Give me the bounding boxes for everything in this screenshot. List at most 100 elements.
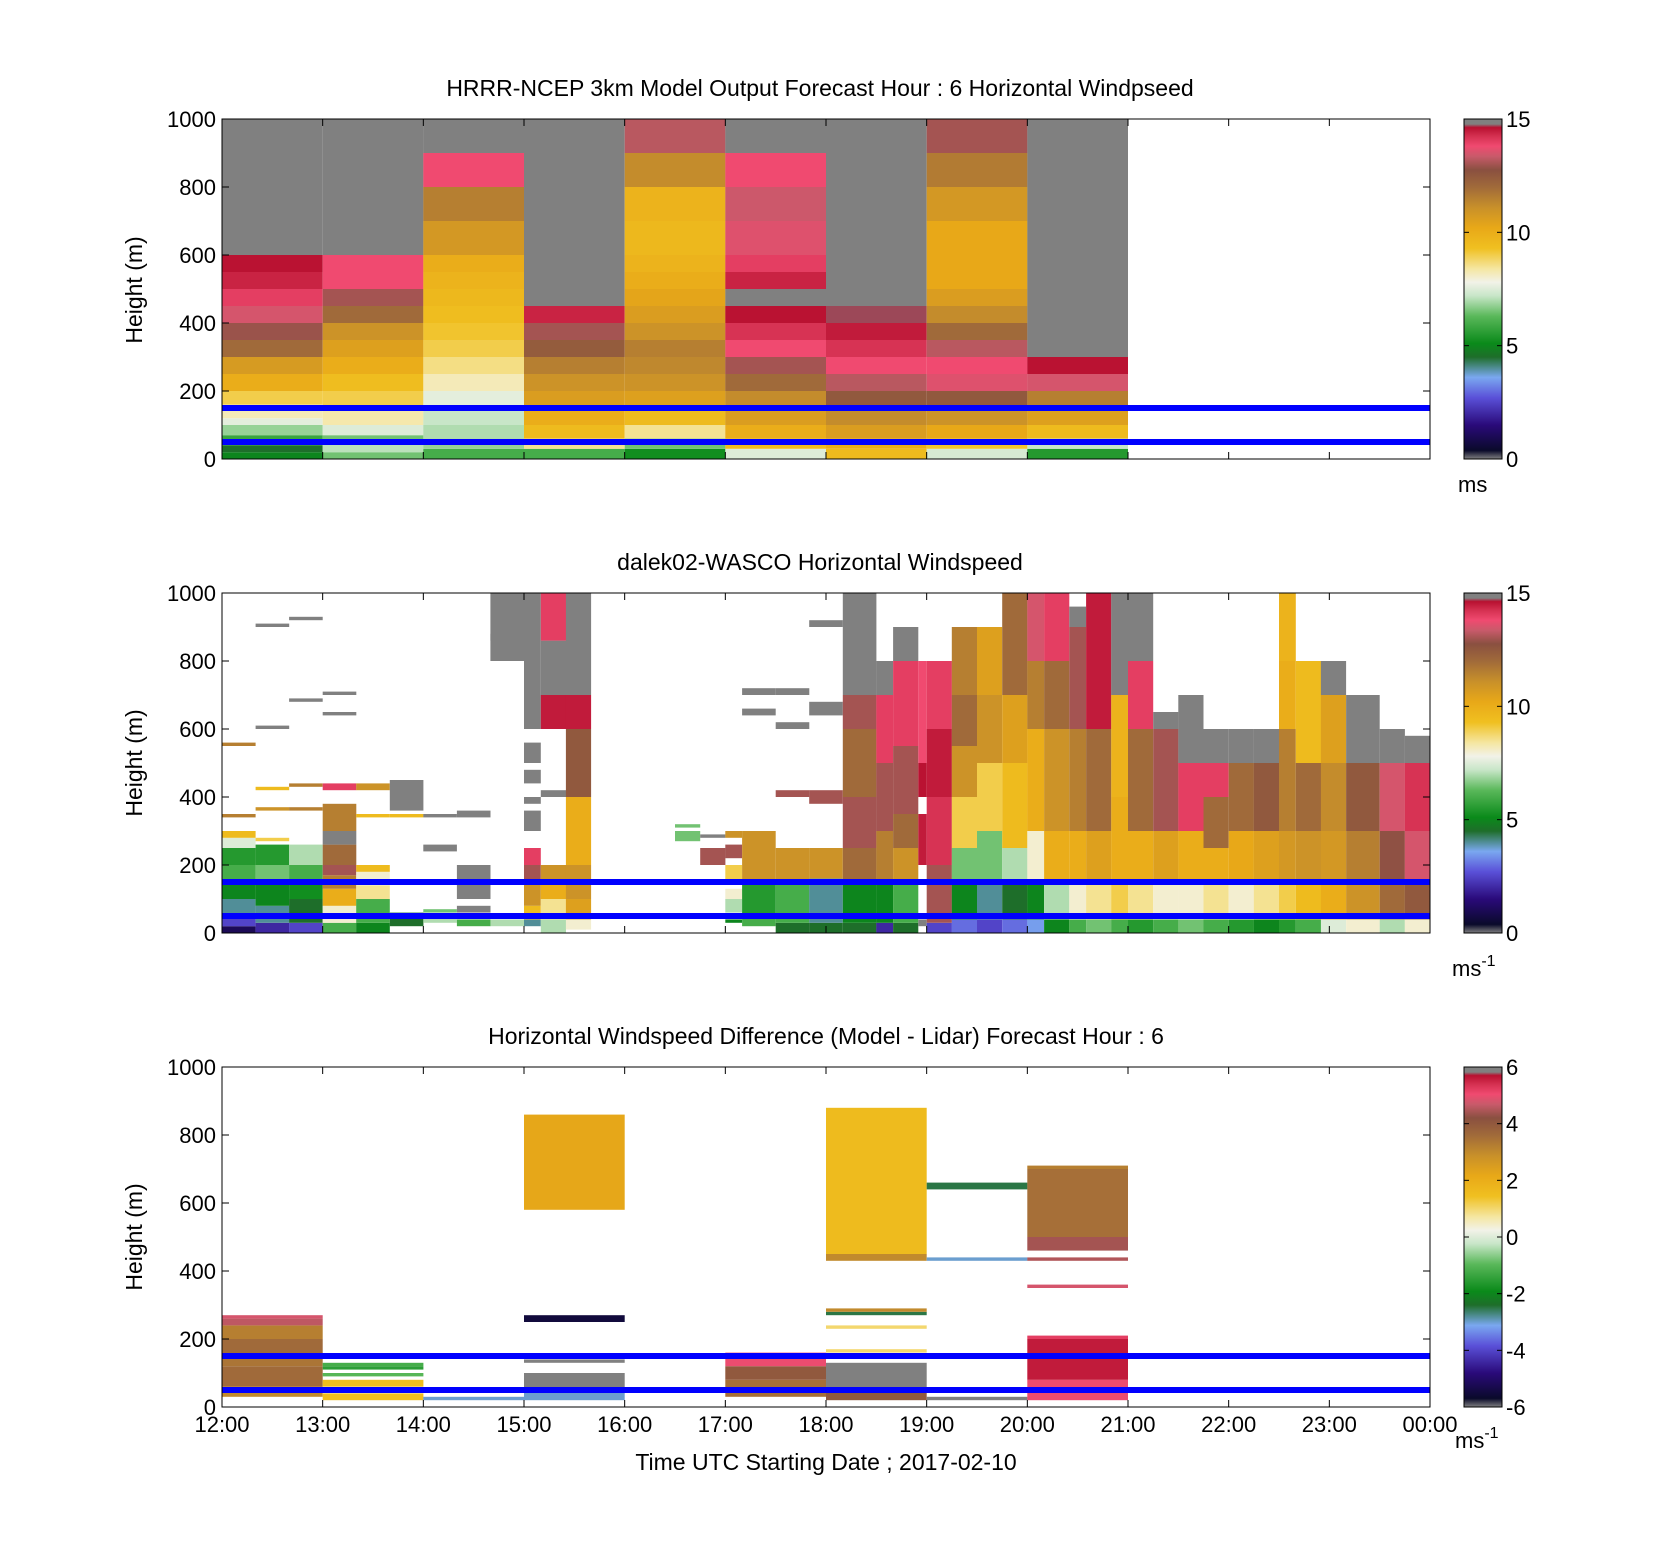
heatmap-cell [255,623,290,627]
heatmap-cell [1044,729,1070,831]
heatmap-cell [725,899,743,913]
panel-difference-colorbar-unit: ms-1 [1455,1425,1499,1453]
heatmap-cell [423,448,524,459]
heatmap-cell [322,783,357,791]
heatmap-cell [289,844,323,865]
heatmap-cell [826,306,927,323]
heatmap-cell [222,119,323,221]
colorbar-gradient [1463,592,1503,934]
heatmap-cell [1086,919,1112,933]
heatmap-cell [322,119,424,221]
panel-lidar-colorbar: 0 5 10 15 [1463,581,1530,946]
heatmap-cell [289,616,323,621]
heatmap-cell [742,848,776,882]
x-tick-label: 17:00 [698,1412,753,1437]
heatmap-cell [322,221,424,255]
y-tick-label: 800 [179,175,216,200]
heatmap-cell [918,661,927,763]
heatmap-cell [423,844,457,852]
heatmap-cell [356,922,390,933]
heatmap-cell [926,221,1028,255]
heatmap-cell [222,814,256,818]
heatmap-cell [826,357,927,374]
heatmap-cell [876,882,894,923]
heatmap-cell [524,919,541,927]
heatmap-cell [1128,661,1154,729]
heatmap-cell [675,824,701,828]
heatmap-cell [524,425,625,439]
heatmap-cell [524,593,541,729]
heatmap-cell [1379,831,1405,882]
panel-lidar: dalek02-WASCO Horizontal Windspeed Heigh… [121,549,1530,981]
heatmap-cell [222,837,256,848]
heatmap-cell [1253,729,1279,763]
heatmap-cell [1027,374,1128,391]
x-tick-label: 22:00 [1201,1412,1256,1437]
heatmap-cell [423,340,524,357]
colorbar-tick-label: 15 [1506,581,1530,606]
heatmap-cell [1002,763,1028,848]
heatmap-cell [926,1396,1028,1401]
heatmap-cell [926,340,1028,357]
heatmap-cell [725,865,743,882]
heatmap-cell [322,865,357,876]
heatmap-cell [524,391,625,408]
heatmap-cell [1295,763,1321,831]
heatmap-cell [1253,763,1279,831]
y-tick-label: 800 [179,649,216,674]
heatmap-cell [842,729,877,797]
heatmap-cell [725,888,743,899]
heatmap-cell [1203,763,1229,797]
heatmap-cell [826,425,927,439]
heatmap-cell [322,374,424,391]
heatmap-cell [1379,729,1405,763]
heatmap-cell [423,119,524,153]
x-tick-label: 14:00 [396,1412,451,1437]
heatmap-cell [725,357,826,374]
heatmap-cell [322,408,424,425]
heatmap-cell [322,357,424,374]
y-tick-label: 1000 [167,581,216,606]
heatmap-cell [1320,763,1347,831]
heatmap-cell [624,187,726,221]
heatmap-cell [926,729,952,797]
heatmap-cell [1027,661,1045,729]
heatmap-cell [775,688,810,695]
heatmap-cell [222,1356,323,1367]
heatmap-cell [775,922,810,933]
heatmap-cell [524,865,541,882]
heatmap-cell [1253,831,1279,882]
heatmap-cell [565,593,592,695]
heatmap-cell [725,119,826,153]
heatmap-cell [456,919,491,927]
heatmap-cell [322,888,357,906]
heatmap-cell [842,797,877,848]
heatmap-cell [1027,448,1128,459]
heatmap-cell [1404,831,1430,882]
heatmap-cell [742,708,776,716]
heatmap-cell [540,865,566,882]
heatmap-cell [826,323,927,340]
heatmap-cell [1111,695,1128,797]
heatmap-cell [826,340,927,357]
heatmap-cell [1027,1335,1128,1339]
heatmap-cell [1027,831,1045,882]
heatmap-cell [809,790,843,804]
heatmap-cell [725,844,743,859]
heatmap-cell [423,916,457,923]
colorbar-tick-label: 2 [1506,1168,1518,1193]
heatmap-cell [1320,831,1347,882]
heatmap-cell [1128,593,1154,661]
heatmap-cell [842,848,877,882]
heatmap-cell [456,905,491,913]
heatmap-cell [826,408,927,425]
heatmap-cell [222,1315,323,1319]
heatmap-cell [222,357,323,374]
heatmap-cell [1111,882,1128,920]
heatmap-cell [1044,919,1070,933]
heatmap-cell [1153,729,1179,831]
panel-difference-colorbar-unit-base: ms [1455,1428,1484,1453]
x-tick-label: 16:00 [597,1412,652,1437]
heatmap-cell [222,742,256,746]
y-tick-label: 0 [204,447,216,472]
